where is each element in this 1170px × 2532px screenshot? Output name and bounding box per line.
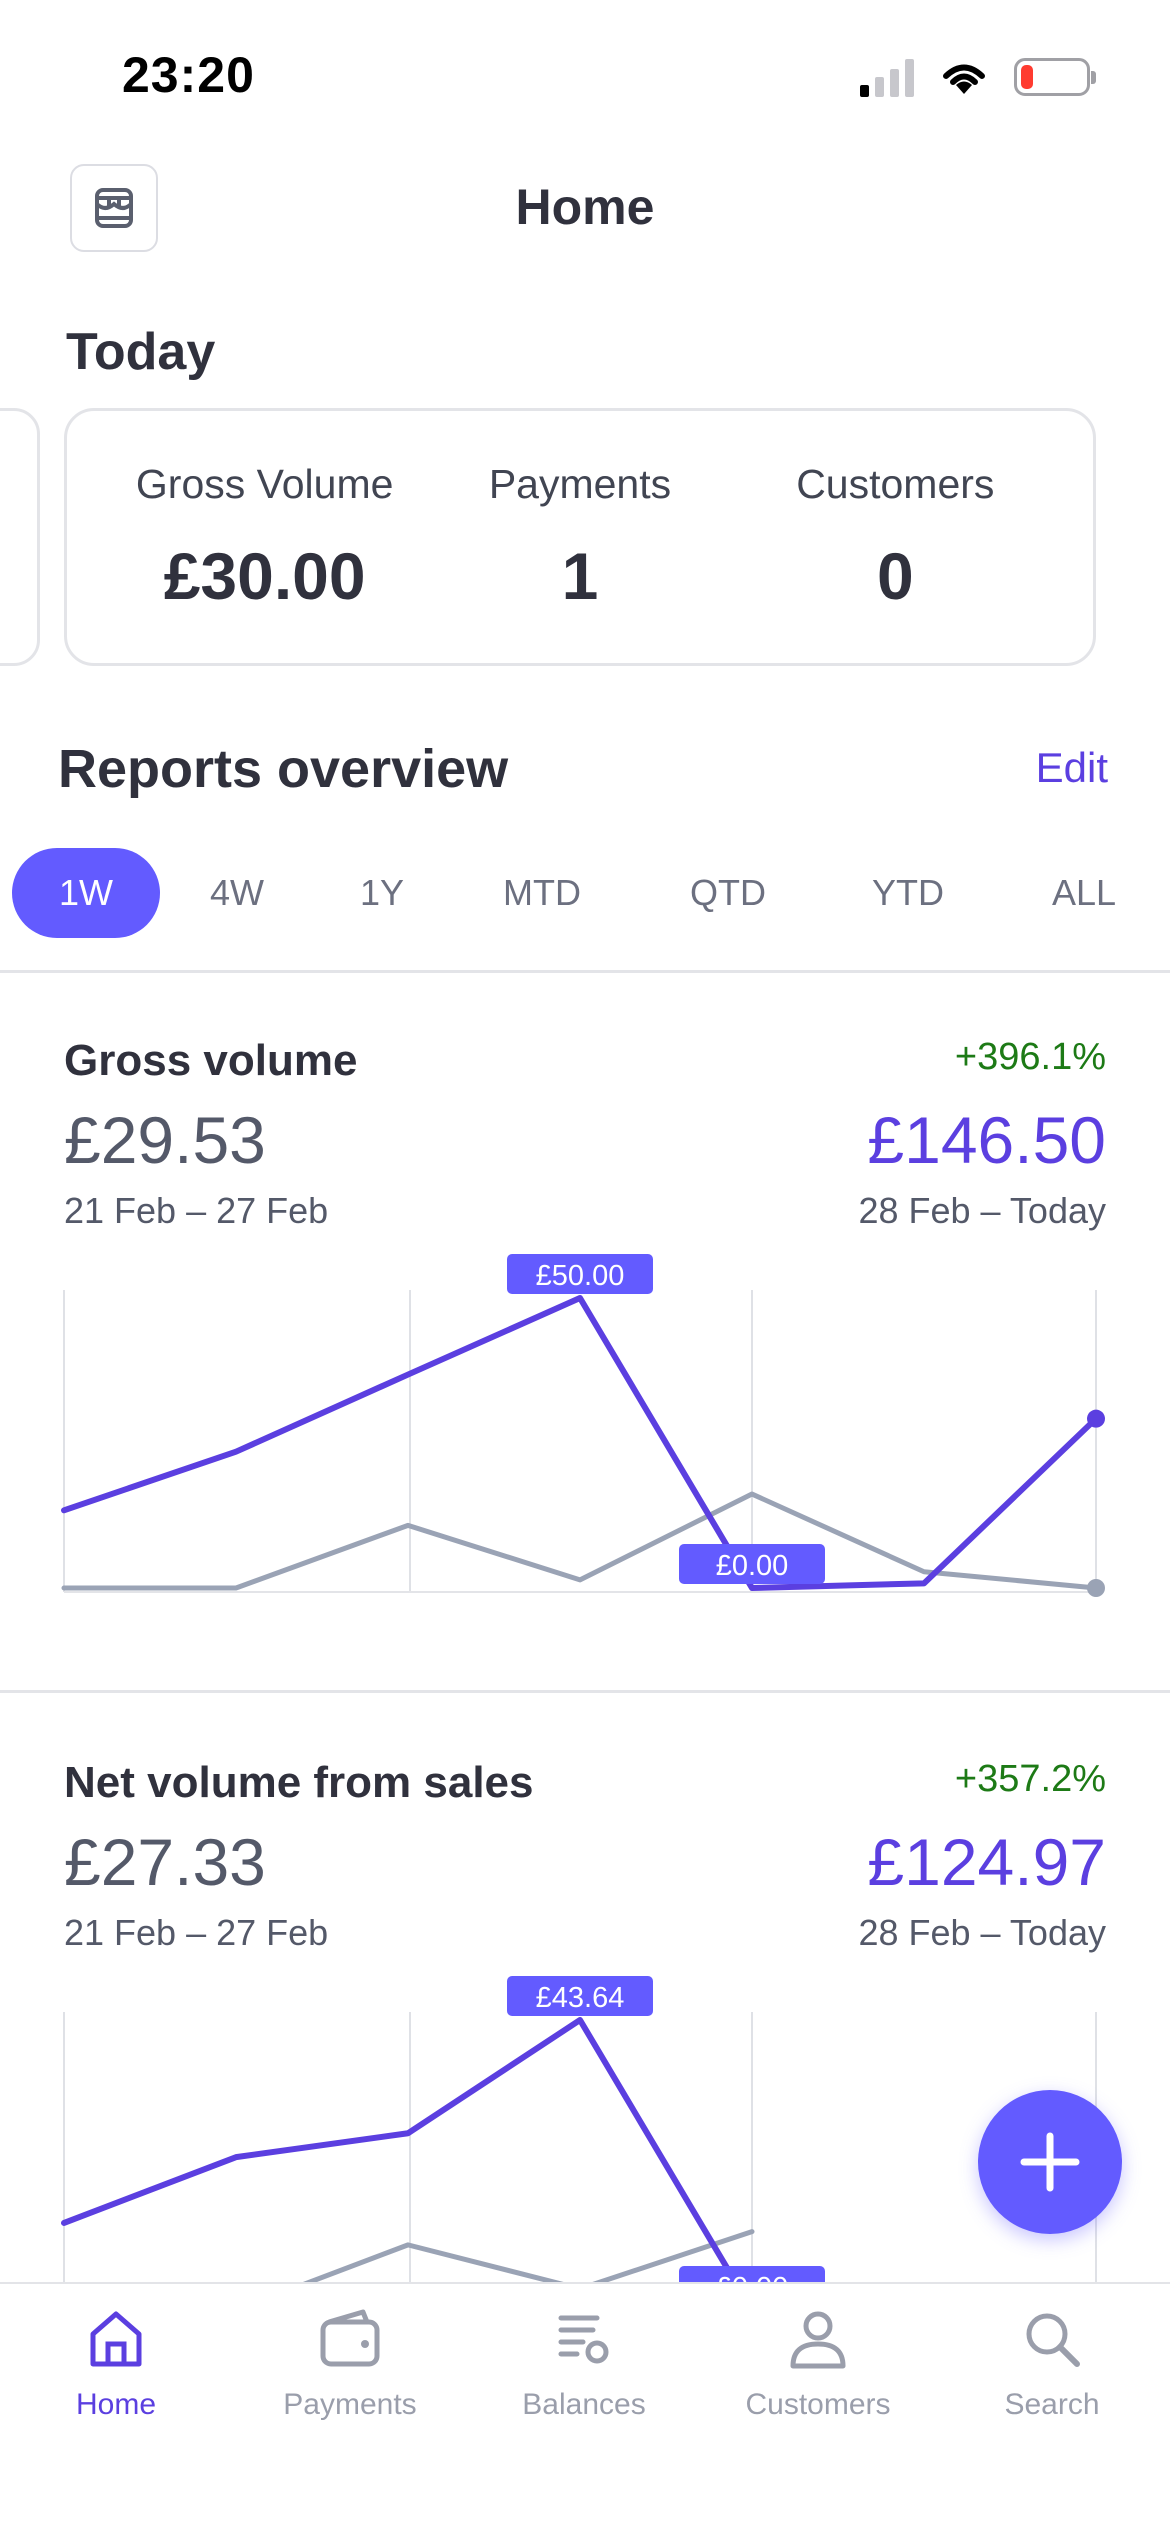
report-title: Net volume from sales [64,1758,534,1807]
plus-icon [1020,2132,1080,2192]
report-current-range: 28 Feb – Today [858,1190,1106,1231]
chart-min-label-bg [679,2266,825,2282]
tab-search[interactable]: Search [952,2304,1152,2422]
series-current-line [61,1295,1099,1591]
series-current-line [61,2017,739,2282]
report-previous-range: 21 Feb – 27 Feb [64,1190,329,1231]
tab-label: Search [1004,2388,1100,2421]
series-previous-line [302,2229,755,2282]
range-tab-1y[interactable]: 1Y [359,872,405,913]
report-current-range: 28 Feb – Today [858,1912,1106,1953]
report-previous-value: £27.33 [64,1825,266,1899]
metric-value: £30.00 [163,539,366,613]
series-previous-endpoint [1087,1579,1105,1597]
divider [0,1690,1170,1693]
range-tab-qtd[interactable]: QTD [690,872,766,913]
metric-gross-volume: Gross Volume £30.00 [107,411,422,663]
series-current-endpoint [1087,1409,1105,1428]
reports-overview-heading: Reports overview [58,739,509,799]
wifi-icon [943,64,985,94]
tab-label: Balances [522,2388,646,2421]
status-bar: 23:20 [0,0,1170,150]
nav-header: Home [0,160,1170,260]
tab-home[interactable]: Home [16,2304,216,2422]
report-card-gross-volume[interactable]: Gross volume +396.1% £29.53 £146.50 21 F… [0,1036,1170,1597]
chart-min-label: £0.00 [716,2272,789,2282]
battery-icon [1014,58,1096,96]
range-tab-4w[interactable]: 4W [210,872,264,913]
report-current-value: £146.50 [867,1103,1106,1177]
previous-card-peek[interactable] [0,408,40,666]
series-previous-line [61,1491,1099,1591]
add-button[interactable] [978,2090,1122,2234]
metric-value: 1 [561,539,599,613]
search-icon [1026,2313,1080,2367]
chart-max-label: £50.00 [536,1260,625,1292]
range-tabs: 1W 4W 1Y MTD QTD YTD ALL [12,848,1162,938]
report-title: Gross volume [64,1036,358,1085]
range-tab-mtd[interactable]: MTD [503,872,581,913]
today-heading: Today [66,323,216,381]
metric-payments: Payments 1 [422,411,737,663]
chart-min-label-bg [679,1544,825,1584]
cellular-signal-icon [860,57,914,97]
chart-max-label: £43.64 [536,1982,625,2014]
report-change: +396.1% [954,1036,1106,1078]
divider [0,970,1170,973]
page-title: Home [515,179,655,235]
range-tab-ytd[interactable]: YTD [872,872,944,913]
metric-customers: Customers 0 [738,411,1053,663]
chart-max-label-bg [507,1254,653,1294]
today-summary-card[interactable]: Gross Volume £30.00 Payments 1 Customers… [64,408,1096,666]
person-icon [790,2311,846,2369]
metric-label: Payments [488,461,672,507]
store-button[interactable] [70,164,158,252]
tab-payments[interactable]: Payments [250,2304,450,2422]
tab-balances[interactable]: Balances [484,2304,684,2422]
range-tab-1w[interactable]: 1W [12,848,160,938]
report-change: +357.2% [954,1758,1106,1800]
report-current-value: £124.97 [867,1825,1106,1899]
range-tab-all[interactable]: ALL [1051,872,1117,913]
tab-label: Home [75,2388,157,2421]
report-card-net-volume[interactable]: Net volume from sales +357.2% £27.33 £12… [0,1758,1170,2282]
tab-label: Customers [745,2388,891,2421]
bottom-tab-bar: Home Payments Balances Customers Search [0,2282,1170,2532]
balances-icon [558,2315,609,2364]
gross-volume-chart: £50.00 £0.00 [61,1254,1105,1597]
metric-value: 0 [876,539,914,613]
edit-reports-link[interactable]: Edit [1035,744,1108,791]
tab-customers[interactable]: Customers [718,2304,918,2422]
metric-label: Customers [796,461,995,507]
chart-min-label: £0.00 [716,1550,789,1582]
storefront-icon [95,188,133,228]
chart-max-label-bg [507,1976,653,2016]
metric-label: Gross Volume [135,461,394,507]
report-previous-range: 21 Feb – 27 Feb [64,1912,329,1953]
wallet-icon [320,2309,380,2367]
status-time: 23:20 [122,47,255,103]
status-icons [860,52,1096,102]
home-icon [90,2311,142,2367]
net-volume-chart: £43.64 £0.00 [61,1976,1097,2282]
tab-label: Payments [283,2388,417,2421]
report-previous-value: £29.53 [64,1103,266,1177]
